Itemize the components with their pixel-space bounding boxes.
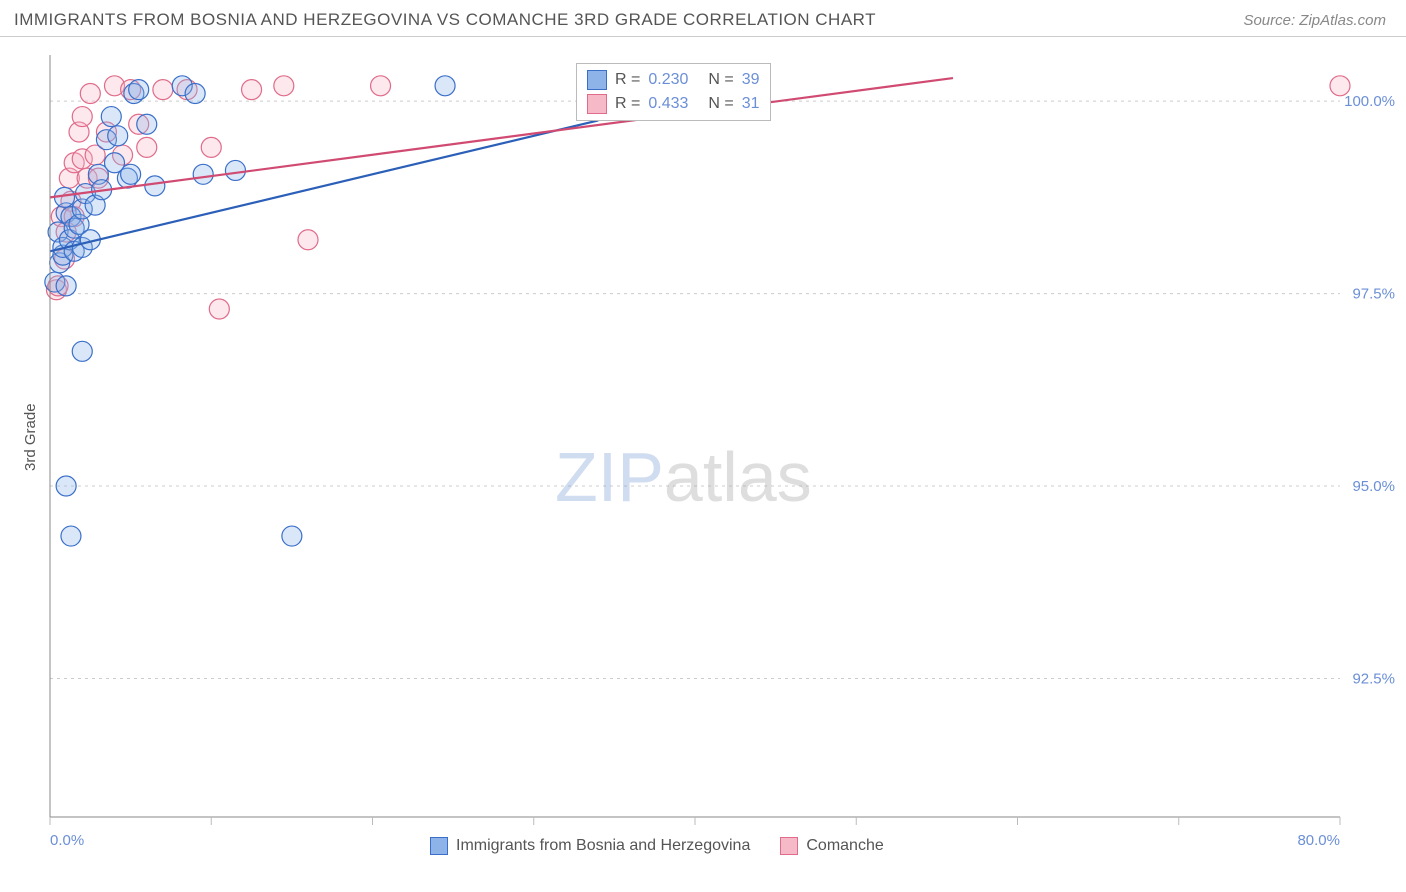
stats-label: R = bbox=[615, 71, 640, 89]
svg-text:97.5%: 97.5% bbox=[1352, 286, 1395, 303]
legend-item-pink: Comanche bbox=[780, 837, 883, 855]
svg-text:92.5%: 92.5% bbox=[1352, 670, 1395, 687]
legend-swatch-blue bbox=[430, 837, 448, 855]
chart-area: 92.5% 95.0% 97.5% 100.0% 0.0% 80.0% 3rd Grade… bbox=[0, 37, 1406, 883]
legend-label-pink: Comanche bbox=[806, 837, 883, 855]
stats-n-pink: 31 bbox=[742, 95, 760, 113]
stats-row-pink: R = 0.433 N = 31 bbox=[587, 92, 760, 116]
stats-r-blue: 0.230 bbox=[648, 71, 688, 89]
chart-title: IMMIGRANTS FROM BOSNIA AND HERZEGOVINA V… bbox=[14, 10, 876, 30]
svg-text:0.0%: 0.0% bbox=[50, 832, 84, 849]
stats-swatch-blue bbox=[587, 70, 607, 90]
stats-n-blue: 39 bbox=[742, 71, 760, 89]
stats-label: N = bbox=[708, 71, 733, 89]
chart-source: Source: ZipAtlas.com bbox=[1243, 12, 1386, 29]
y-axis-label: 3rd Grade bbox=[22, 403, 39, 471]
legend-label-blue: Immigrants from Bosnia and Herzegovina bbox=[456, 837, 750, 855]
svg-text:80.0%: 80.0% bbox=[1297, 832, 1340, 849]
stats-box: R = 0.230 N = 39 R = 0.433 N = 31 bbox=[576, 63, 771, 121]
legend: Immigrants from Bosnia and Herzegovina C… bbox=[430, 837, 884, 855]
scatter-plot: 92.5% 95.0% 97.5% 100.0% 0.0% 80.0% bbox=[0, 37, 1406, 883]
legend-item-blue: Immigrants from Bosnia and Herzegovina bbox=[430, 837, 750, 855]
stats-row-blue: R = 0.230 N = 39 bbox=[587, 68, 760, 92]
stats-swatch-pink bbox=[587, 94, 607, 114]
svg-text:95.0%: 95.0% bbox=[1352, 478, 1395, 495]
svg-text:100.0%: 100.0% bbox=[1344, 93, 1395, 110]
legend-swatch-pink bbox=[780, 837, 798, 855]
stats-label: N = bbox=[708, 95, 733, 113]
stats-label: R = bbox=[615, 95, 640, 113]
stats-r-pink: 0.433 bbox=[648, 95, 688, 113]
chart-header: IMMIGRANTS FROM BOSNIA AND HERZEGOVINA V… bbox=[0, 0, 1406, 37]
